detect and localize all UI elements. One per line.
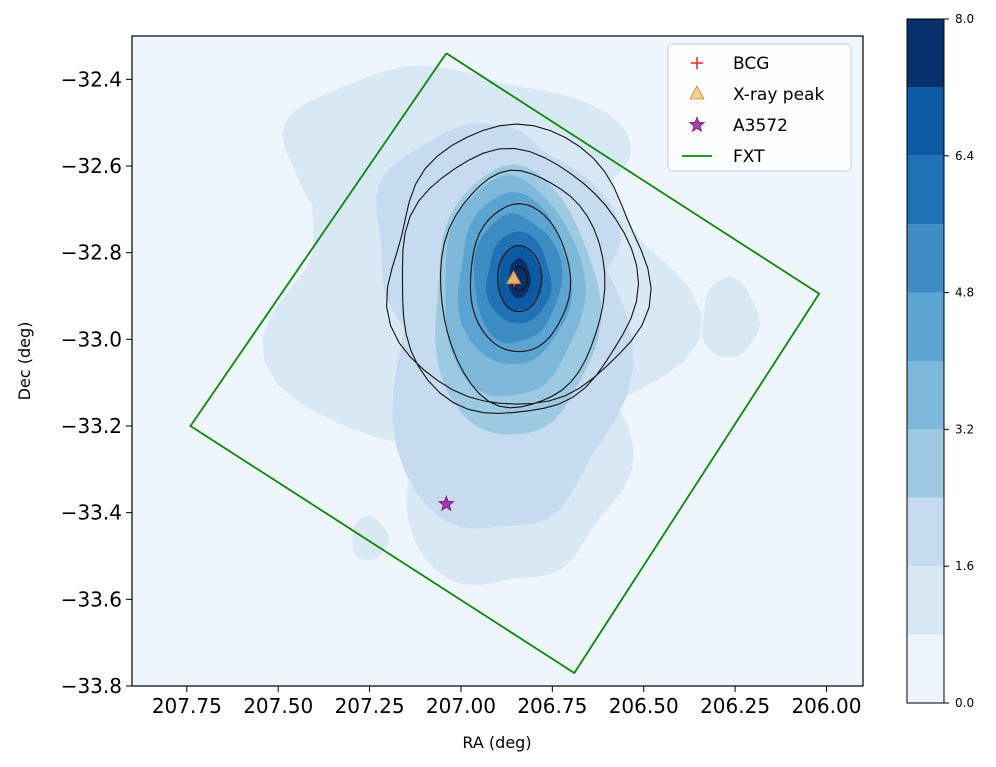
colorbar-tick-label-6: 8.0 [955, 12, 974, 26]
colorbar-tick-label-2: 1.6 [955, 559, 974, 573]
legend: BCG X-ray peak A3572 FXT [667, 43, 852, 172]
x-tick-label-8: 206.00 [791, 694, 861, 718]
legend-x-ray-peak-swatch [689, 85, 705, 100]
y-axis: −32.4 −32.6 −32.8 −33.0 −33.2 −33.4 −33.6 −33.8 [61, 67, 132, 698]
xray-contour-3 [439, 169, 606, 409]
y-tick-label-5: −33.2 [61, 414, 122, 438]
y-axis-label: Dec (deg) [15, 322, 34, 401]
x-tick-label-4: 207.00 [426, 694, 496, 718]
legend-bcg-swatch [691, 57, 703, 69]
x-tick-label-5: 206.75 [517, 694, 587, 718]
series-x-ray-peak-marker-1 [505, 269, 522, 285]
colorbar-band-4 [907, 429, 944, 498]
colorbar-band-7 [907, 224, 944, 293]
y-tick-label-6: −33.4 [61, 501, 122, 525]
legend-a3572-swatch [688, 116, 706, 133]
colorbar-tick-label-3: 3.2 [955, 422, 974, 436]
y-tick-label-7: −33.6 [61, 587, 122, 611]
colorbar-band-6 [907, 292, 944, 361]
xray-contour-5 [497, 244, 543, 313]
x-tick-label-7: 206.25 [700, 694, 770, 718]
colorbar-band-9 [907, 87, 944, 156]
x-axis: 207.75 207.50 207.25 207.00 206.75 206.50 206.… [152, 686, 861, 718]
colorbar-ticks: 0.0 1.6 3.2 4.8 6.4 8.0 [944, 12, 974, 710]
colorbar-band-5 [907, 361, 944, 430]
legend-bcg-label: BCG [733, 54, 769, 74]
series-layer [189, 52, 821, 675]
series-fxt-outline [189, 52, 821, 675]
colorbar-tick-label-5: 6.4 [955, 149, 974, 163]
colorbar-frame [906, 18, 945, 704]
y-tick-label-3: −32.8 [61, 241, 122, 265]
y-tick-label-8: −33.8 [61, 674, 122, 698]
colorbar-band-8 [907, 155, 944, 225]
y-tick-label-1: −32.4 [61, 67, 122, 91]
series-a3572-marker-1 [437, 495, 455, 512]
y-tick-label-2: −32.6 [61, 154, 122, 178]
colorbar-band-10 [907, 19, 944, 88]
x-tick-label-1: 207.75 [152, 694, 222, 718]
x-tick-label-3: 207.25 [335, 694, 405, 718]
plot-frame [131, 35, 864, 687]
x-tick-label-2: 207.50 [243, 694, 313, 718]
legend-a3572-label: A3572 [733, 116, 788, 136]
xray-contour-2 [401, 147, 640, 414]
xray-contours [386, 123, 652, 414]
y-tick-label-4: −33.0 [61, 327, 122, 351]
legend-items: BCG X-ray peak A3572 FXT [682, 54, 824, 167]
colorbar-tick-label-1: 0.0 [955, 696, 974, 710]
legend-x-ray-peak-label: X-ray peak [733, 85, 824, 105]
colorbar-band-2 [907, 566, 944, 635]
xray-contour-4 [469, 203, 572, 353]
density-region-level-1-4 [701, 276, 760, 357]
x-tick-label-6: 206.50 [609, 694, 679, 718]
colorbar-bands [907, 19, 944, 703]
legend-fxt-label: FXT [733, 147, 765, 167]
x-axis-label: RA (deg) [462, 733, 531, 752]
colorbar: 0.0 1.6 3.2 4.8 6.4 8.0 [906, 12, 974, 710]
xray-contour-1 [386, 123, 652, 405]
colorbar-band-1 [907, 634, 944, 703]
colorbar-tick-label-4: 4.8 [955, 286, 974, 300]
colorbar-band-3 [907, 497, 944, 567]
legend-box [667, 43, 852, 172]
